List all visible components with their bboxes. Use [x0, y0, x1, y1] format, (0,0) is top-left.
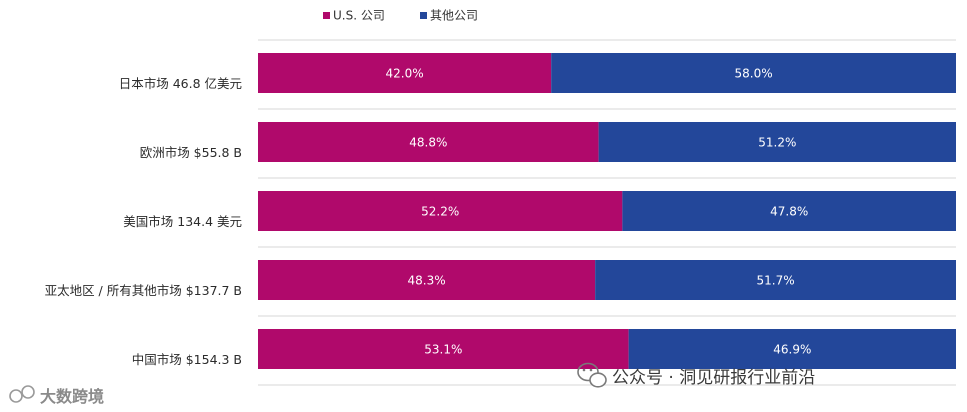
wechat-watermark: 公众号 · 洞见研报行业前沿 [577, 362, 815, 388]
bar-value-label: 42.0% [386, 67, 424, 81]
bar-value-label: 48.3% [408, 274, 446, 288]
bar-value-label: 47.8% [770, 205, 808, 219]
bar-value-label: 58.0% [735, 67, 773, 81]
legend: U.S. 公司 其他公司 [323, 9, 478, 23]
bar-value-label: 48.8% [409, 136, 447, 150]
bar-2-row-4 [595, 260, 956, 300]
legend-label-1: U.S. 公司 [333, 9, 385, 23]
category-label: 欧洲市场 $55.8 B [140, 145, 242, 160]
bar-value-label: 52.2% [421, 205, 459, 219]
bar-1-row-4 [258, 260, 596, 300]
bar-2-row-1 [551, 53, 956, 93]
bar-1-row-3 [258, 191, 623, 231]
legend-label-2: 其他公司 [430, 9, 478, 23]
corner-watermark: 大数跨境 [9, 385, 104, 406]
wechat-icon [577, 362, 607, 388]
gridlines [258, 39, 956, 386]
bar-2-row-5 [628, 329, 956, 369]
legend-swatch-1 [323, 12, 330, 19]
legend-swatch-2 [420, 12, 427, 19]
category-label: 美国市场 134.4 美元 [123, 214, 242, 229]
corner-watermark-text: 大数跨境 [40, 387, 104, 406]
bar-1-row-5 [258, 329, 629, 369]
bar-value-label: 53.1% [424, 343, 462, 357]
category-label: 亚太地区 / 所有其他市场 $137.7 B [45, 283, 242, 298]
bar-2-row-3 [622, 191, 956, 231]
corner-logo-icon [9, 385, 35, 403]
bar-value-label: 46.9% [773, 343, 811, 357]
bar-1-row-1 [258, 53, 552, 93]
category-label: 日本市场 46.8 亿美元 [119, 76, 242, 91]
bar-2-row-2 [598, 122, 956, 162]
wechat-watermark-text: 公众号 · 洞见研报行业前沿 [612, 368, 815, 388]
bars: 42.0% 58.0% 48.8% 51.2% 52.2% 47.8% 48.3% 51.7%… [258, 53, 956, 369]
bar-value-label: 51.2% [758, 136, 796, 150]
bar-value-label: 51.7% [757, 274, 795, 288]
bar-1-row-2 [258, 122, 599, 162]
category-label: 中国市场 $154.3 B [132, 352, 242, 367]
